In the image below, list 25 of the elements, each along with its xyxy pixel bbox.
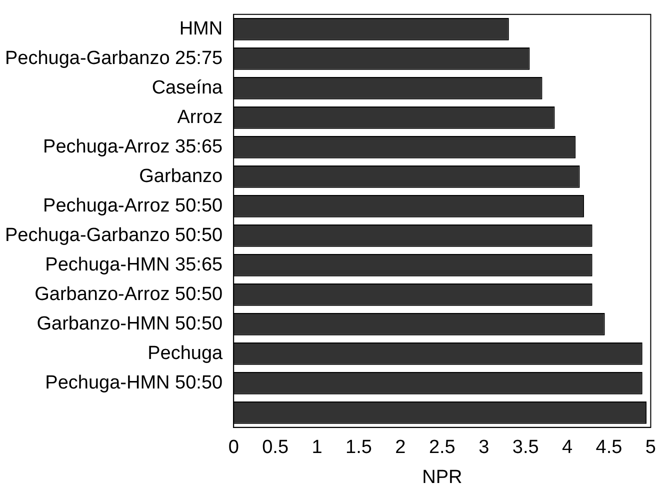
x-tick-label: 4 — [562, 437, 574, 458]
x-tick-label: 2.5 — [428, 437, 456, 458]
x-axis-title: NPR — [422, 466, 462, 488]
y-tick-label: Pechuga-Arroz 50:50 — [43, 195, 223, 216]
y-tick-label: Pechuga-HMN 50:50 — [45, 372, 223, 394]
y-tick-label: HMN — [179, 18, 223, 40]
y-tick-label: Garbanzo-Arroz 50:50 — [34, 284, 223, 305]
x-tick-label: 1 — [312, 437, 322, 458]
x-tick-label: 4.5 — [596, 437, 622, 458]
y-tick-label: Garbanzo — [139, 166, 223, 187]
x-tick-label: 3 — [478, 437, 490, 458]
y-tick-label: Pechuga-Garbanzo 50:50 — [4, 224, 223, 246]
y-tick-label: Pechuga-HMN 35:65 — [45, 254, 223, 276]
y-tick-label: Caseína — [152, 77, 224, 98]
x-tick-label: 0.5 — [262, 437, 289, 458]
y-tick-label: Pechuga-Arroz 35:65 — [43, 136, 223, 158]
x-tick-label: 0 — [228, 437, 239, 458]
y-tick-label: Pechuga — [148, 342, 224, 364]
y-tick-label: Garbanzo-HMN 50:50 — [36, 313, 223, 334]
x-tick-label: 1.5 — [346, 437, 372, 458]
x-tick-label: 2 — [395, 437, 406, 458]
y-tick-label: Pechuga-Garbanzo 25:75 — [4, 48, 223, 69]
x-tick-label: 5 — [645, 437, 656, 458]
y-tick-label: Arroz — [177, 106, 223, 128]
x-tick-label: 3.5 — [512, 437, 539, 458]
